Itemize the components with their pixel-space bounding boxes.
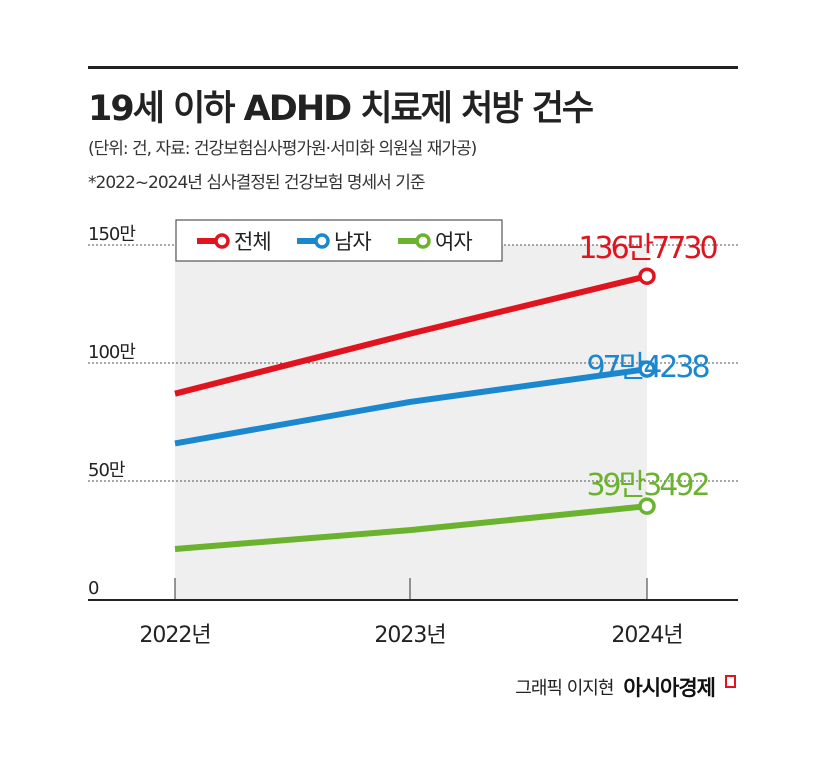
legend-label: 여자 bbox=[435, 230, 472, 254]
data-label: 136만7730 bbox=[578, 231, 717, 266]
series-line-남자 bbox=[174, 366, 648, 447]
chart-title: 19세 이하 ADHD 치료제 처방 건수 bbox=[88, 89, 594, 129]
y-tick-label: 0 bbox=[88, 578, 99, 599]
criteria-note: *2022~2024년 심사결정된 건강보험 명세서 기준 bbox=[88, 173, 425, 193]
legend-marker-icon bbox=[415, 233, 431, 249]
brand-mark-icon bbox=[725, 674, 736, 688]
footer: 그래픽 이지현 아시아경제 bbox=[515, 672, 736, 702]
legend-label: 남자 bbox=[334, 230, 371, 254]
data-point-marker bbox=[638, 360, 656, 378]
top-rule bbox=[88, 66, 738, 69]
data-point-marker bbox=[638, 267, 656, 285]
series-line-전체 bbox=[174, 273, 648, 397]
legend-box bbox=[175, 219, 503, 262]
y-tick-label: 100만 bbox=[88, 342, 135, 363]
y-tick-label: 50만 bbox=[88, 460, 125, 481]
data-label: 39만3492 bbox=[586, 468, 708, 503]
legend-marker-icon bbox=[314, 233, 330, 249]
x-tick-label: 2024년 bbox=[611, 623, 682, 648]
x-tick-label: 2022년 bbox=[139, 623, 210, 648]
x-tick-label: 2023년 bbox=[374, 623, 445, 648]
data-label: 97만4238 bbox=[586, 350, 709, 385]
brand-logo: 아시아경제 bbox=[623, 676, 716, 700]
legend-marker-icon bbox=[214, 233, 230, 249]
data-point-marker bbox=[638, 497, 656, 515]
legend-label: 전체 bbox=[234, 230, 271, 254]
series-line-여자 bbox=[174, 503, 648, 552]
graphic-credit: 그래픽 이지현 bbox=[515, 678, 614, 699]
y-tick-label: 150만 bbox=[88, 224, 135, 245]
source-note: (단위: 건, 자료: 건강보험심사평가원·서미화 의원실 재가공) bbox=[88, 139, 477, 159]
